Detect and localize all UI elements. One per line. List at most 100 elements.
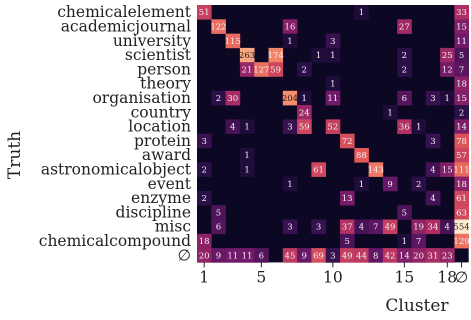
- heatmap-cell: [325, 248, 341, 263]
- heatmap-cell: [197, 5, 212, 20]
- cell-value: 2: [459, 108, 464, 118]
- heatmap-cell: [440, 47, 455, 63]
- cell-value: 5: [402, 208, 407, 218]
- cell-value: 20: [199, 251, 210, 261]
- heatmap-cell: [354, 5, 369, 20]
- cell-value: 12: [442, 65, 453, 75]
- cell-value: 2: [402, 65, 407, 75]
- cell-value: 7: [459, 65, 464, 75]
- cell-value: 2: [416, 180, 421, 190]
- cell-value: 1: [359, 180, 364, 190]
- cell-value: 3: [287, 223, 292, 233]
- cell-value: 36: [399, 123, 410, 133]
- heatmap-cell: [397, 205, 412, 220]
- cell-value: 1: [244, 123, 249, 133]
- heatmap-cell: [325, 119, 341, 134]
- heatmap-cell: [325, 90, 341, 106]
- cell-value: 8: [373, 251, 378, 261]
- cell-value: 1: [402, 237, 407, 247]
- cell-value: 5: [344, 237, 349, 247]
- heatmap-cell: [425, 90, 441, 106]
- heatmap-cell: [425, 248, 441, 263]
- heatmap-cell: [454, 190, 469, 206]
- cell-value: 6: [259, 251, 264, 261]
- heatmap-cell: [354, 148, 369, 163]
- heatmap-cell: [440, 162, 455, 177]
- heatmap-cell: [454, 19, 469, 34]
- heatmap-cell: [454, 162, 469, 177]
- cell-value: 18: [456, 180, 467, 190]
- cell-value: 204: [282, 94, 298, 104]
- heatmap-cell: [440, 219, 455, 235]
- heatmap-cell: [340, 219, 355, 235]
- heatmap-cell: [368, 248, 384, 263]
- cell-value: 49: [342, 251, 353, 261]
- heatmap-cell: [297, 90, 312, 106]
- heatmap-cell: [239, 148, 255, 163]
- heatmap-cell: [197, 162, 212, 177]
- cell-value: 3: [201, 137, 206, 147]
- cell-value: 7: [373, 223, 378, 233]
- heatmap-cell: [454, 76, 469, 92]
- heatmap-cell: [211, 19, 226, 34]
- y-tick-label: country: [131, 103, 192, 121]
- y-tick-label: chemicalelement: [57, 3, 192, 21]
- heatmap-cell: [454, 205, 469, 220]
- heatmap-cell: [354, 248, 369, 263]
- cell-value: 174: [268, 51, 284, 61]
- cell-value: 263: [239, 51, 255, 61]
- cell-value: 9: [216, 251, 221, 261]
- cell-value: 69: [313, 251, 324, 261]
- cell-value: 2: [201, 194, 206, 204]
- x-axis-label: Cluster: [385, 296, 449, 316]
- cell-value: 5: [459, 51, 464, 61]
- x-tick-label: ∅: [455, 268, 469, 286]
- cell-value: 37: [342, 223, 353, 233]
- y-tick-label: ∅: [177, 246, 191, 264]
- cell-value: 1: [316, 51, 321, 61]
- heatmap-cell: [397, 62, 412, 77]
- cell-value: 4: [430, 165, 435, 175]
- heatmap-cell: [239, 248, 255, 263]
- cell-value: 3: [316, 223, 321, 233]
- cell-value: 1: [287, 37, 292, 47]
- cell-value: 9: [387, 180, 392, 190]
- heatmap-cell: [254, 62, 269, 77]
- heatmap-cell: [454, 33, 469, 49]
- heatmap-cell: [340, 190, 355, 206]
- heatmap-cell: [282, 33, 298, 49]
- heatmap-cell: [454, 119, 469, 134]
- cell-value: 5: [216, 208, 221, 218]
- heatmap-cell: [454, 62, 469, 77]
- cell-value: 1: [416, 123, 421, 133]
- heatmap-cell: [311, 47, 326, 63]
- heatmap-cell: [239, 62, 255, 77]
- heatmap-cell: [454, 233, 469, 249]
- cell-value: 78: [456, 137, 467, 147]
- cell-value: 3: [430, 94, 435, 104]
- cell-value: 61: [313, 165, 324, 175]
- cell-value: 18: [456, 80, 467, 90]
- heatmap-cell: [239, 162, 255, 177]
- heatmap-cell: [225, 33, 241, 49]
- heatmap-cell: [454, 219, 469, 235]
- cell-value: 14: [399, 251, 410, 261]
- heatmap-cell: [325, 47, 341, 63]
- heatmap-cell: [197, 190, 212, 206]
- heatmap-cell: [454, 90, 469, 106]
- cell-value: 25: [442, 51, 453, 61]
- y-tick-label: event: [148, 175, 192, 193]
- cell-value: 2: [302, 65, 307, 75]
- cell-value: 57: [456, 151, 467, 161]
- cell-value: 143: [368, 165, 384, 175]
- heatmap-cell: [354, 219, 369, 235]
- heatmap-cell: [425, 162, 441, 177]
- cell-value: 16: [285, 22, 296, 32]
- cell-value: 31: [428, 251, 439, 261]
- y-tick-labels: chemicalelementacademicjournaluniversity…: [39, 3, 192, 264]
- heatmap-cell: [454, 133, 469, 149]
- cell-value: 15: [456, 94, 467, 104]
- cell-value: 24: [299, 108, 310, 118]
- heatmap-cell: [225, 248, 241, 263]
